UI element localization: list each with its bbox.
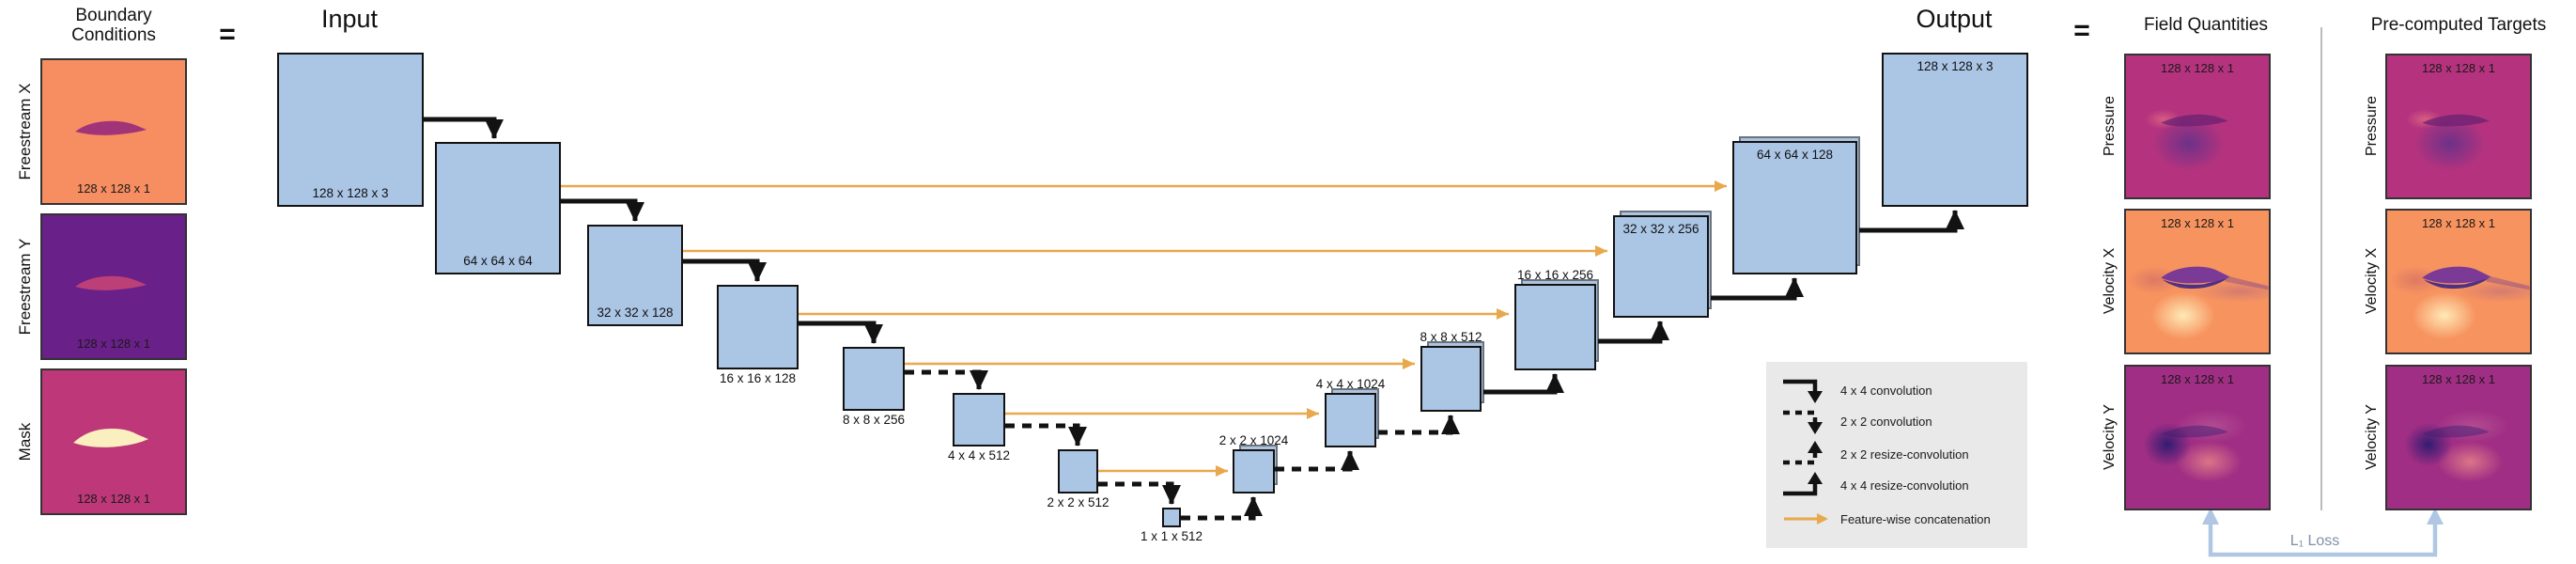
resize-arrow-1	[1181, 496, 1263, 521]
skip-connection-arrows	[561, 180, 1727, 477]
field-quantities-title: Field Quantities	[2143, 15, 2268, 35]
airfoil-silhouette	[75, 120, 147, 135]
row-label-freestream-x: Freestream X	[16, 83, 34, 180]
target-row-label-velocity-y: Velocity Y	[2364, 404, 2380, 470]
airfoil-silhouette	[2161, 266, 2269, 290]
panel-dim-label: 128 x 128 x 1	[2160, 216, 2235, 230]
conv-arrow-3	[683, 258, 767, 282]
conv-arrow-2	[561, 198, 644, 222]
field-velocity-y-panel: 128 x 128 x 1	[2124, 365, 2271, 510]
unet-block-enc-32: 32 x 32 x 128	[587, 225, 683, 326]
conv-arrow-6	[1005, 423, 1087, 446]
panel-dim-label: 128 x 128 x 1	[2421, 61, 2496, 75]
unet-block-enc-16: 16 x 16 x 128	[717, 285, 799, 385]
field-row-label-velocity-x: Velocity X	[2102, 247, 2118, 315]
encoder-conv2-arrows	[905, 369, 1181, 505]
dashed-up-arrow-icon	[1783, 441, 1823, 465]
precomputed-targets-title: Pre-computed Targets	[2370, 15, 2547, 35]
panel-dim-label: 128 x 128 x 1	[76, 492, 151, 506]
freestream-y-panel: 128 x 128 x 1	[40, 213, 187, 360]
panel-dim-label: 128 x 128 x 1	[76, 337, 151, 351]
unet-block-input: 128 x 128 x 3	[277, 53, 424, 207]
resize-arrow-6	[1711, 277, 1804, 301]
conv-arrow-5	[905, 369, 988, 390]
unet-block-dec-16: 16 x 16 x 256	[1514, 268, 1599, 370]
dashed-down-arrow-icon	[1783, 410, 1823, 434]
airfoil-silhouette	[2422, 114, 2490, 127]
unet-block-dec-8: 8 x 8 x 512	[1420, 330, 1484, 412]
unet-block-dec-4: 4 x 4 x 1024	[1316, 377, 1385, 447]
unet-block-output: 128 x 128 x 3	[1882, 53, 2028, 207]
encoder-conv-arrows	[424, 117, 883, 344]
panel-dim-label: 128 x 128 x 1	[2421, 372, 2496, 386]
conv-arrow-7	[1098, 481, 1181, 505]
target-row-label-pressure: Pressure	[2364, 95, 2380, 157]
target-row-label-velocity-x: Velocity X	[2364, 247, 2380, 315]
conv-arrow-4	[799, 321, 883, 344]
conv-arrow-1	[424, 117, 504, 139]
loss-arrowhead-left	[2202, 508, 2219, 525]
solid-down-arrow-icon	[1783, 379, 1823, 403]
airfoil-silhouette	[73, 428, 149, 447]
boundary-conditions-title: Boundary Conditions	[71, 6, 156, 45]
legend-item: Feature-wise concatenation	[1781, 505, 1991, 533]
unet-block-enc-64: 64 x 64 x 64	[435, 142, 561, 274]
panel-dim-label: 128 x 128 x 1	[2421, 216, 2496, 230]
l1-loss-label: L₁ Loss	[2289, 533, 2340, 549]
airfoil-silhouette	[2422, 266, 2530, 290]
loss-arrowhead-right	[2427, 508, 2444, 525]
column-divider	[2320, 27, 2322, 510]
resize-conv4-arrows	[1483, 210, 1964, 395]
panel-dim-label: 128 x 128 x 1	[2160, 372, 2235, 386]
airfoil-silhouette	[2422, 425, 2490, 438]
legend-item: 4 x 4 convolution	[1781, 376, 1932, 404]
airfoil-silhouette	[2161, 425, 2228, 438]
unet-block-dec-64: 64 x 64 x 128	[1732, 136, 1860, 274]
target-velocity-y-panel: 128 x 128 x 1	[2385, 365, 2532, 510]
unet-block-enc-4: 4 x 4 x 512	[948, 393, 1010, 462]
equals-sign-right: =	[2073, 15, 2090, 46]
airfoil-silhouette	[2161, 114, 2228, 127]
output-title: Output	[1916, 5, 1993, 33]
l1-loss-bracket	[2202, 508, 2444, 557]
row-label-freestream-y: Freestream Y	[16, 238, 34, 336]
resize-conv2-arrows	[1181, 415, 1460, 521]
unet-block-enc-8: 8 x 8 x 256	[843, 347, 905, 427]
row-label-mask: Mask	[16, 422, 34, 462]
unet-block-dec-2: 2 x 2 x 1024	[1219, 433, 1288, 494]
resize-arrow-3	[1378, 415, 1460, 435]
legend-item: 2 x 2 convolution	[1781, 407, 1932, 435]
panel-dim-label: 128 x 128 x 1	[76, 181, 151, 196]
field-row-label-velocity-y: Velocity Y	[2102, 404, 2118, 470]
field-row-label-pressure: Pressure	[2102, 95, 2118, 157]
unet-block-enc-2: 2 x 2 x 512	[1047, 449, 1110, 509]
panel-dim-label: 128 x 128 x 1	[2160, 61, 2235, 75]
legend-item: 4 x 4 resize-convolution	[1781, 471, 1969, 499]
target-pressure-panel: 128 x 128 x 1	[2385, 54, 2532, 199]
freestream-x-panel: 128 x 128 x 1	[40, 58, 187, 205]
resize-arrow-2	[1275, 450, 1359, 472]
legend-item: 2 x 2 resize-convolution	[1781, 440, 1969, 468]
orange-right-arrow-icon	[1784, 513, 1828, 525]
resize-arrow-7	[1859, 210, 1964, 233]
resize-arrow-4	[1483, 373, 1564, 395]
input-title: Input	[320, 5, 379, 33]
airfoil-silhouette	[75, 275, 147, 290]
field-velocity-x-panel: 128 x 128 x 1	[2124, 209, 2271, 354]
unet-block-dec-32: 32 x 32 x 256	[1613, 211, 1712, 318]
solid-up-arrow-icon	[1783, 472, 1823, 496]
resize-arrow-5	[1598, 321, 1669, 344]
legend-box: 4 x 4 convolution 2 x 2 convolution 2 x …	[1766, 362, 2027, 548]
mask-panel: 128 x 128 x 1	[40, 368, 187, 515]
field-pressure-panel: 128 x 128 x 1	[2124, 54, 2271, 199]
target-velocity-x-panel: 128 x 128 x 1	[2385, 209, 2532, 354]
unet-block-bottleneck: 1 x 1 x 512	[1141, 508, 1203, 543]
equals-sign-left: =	[219, 19, 236, 50]
